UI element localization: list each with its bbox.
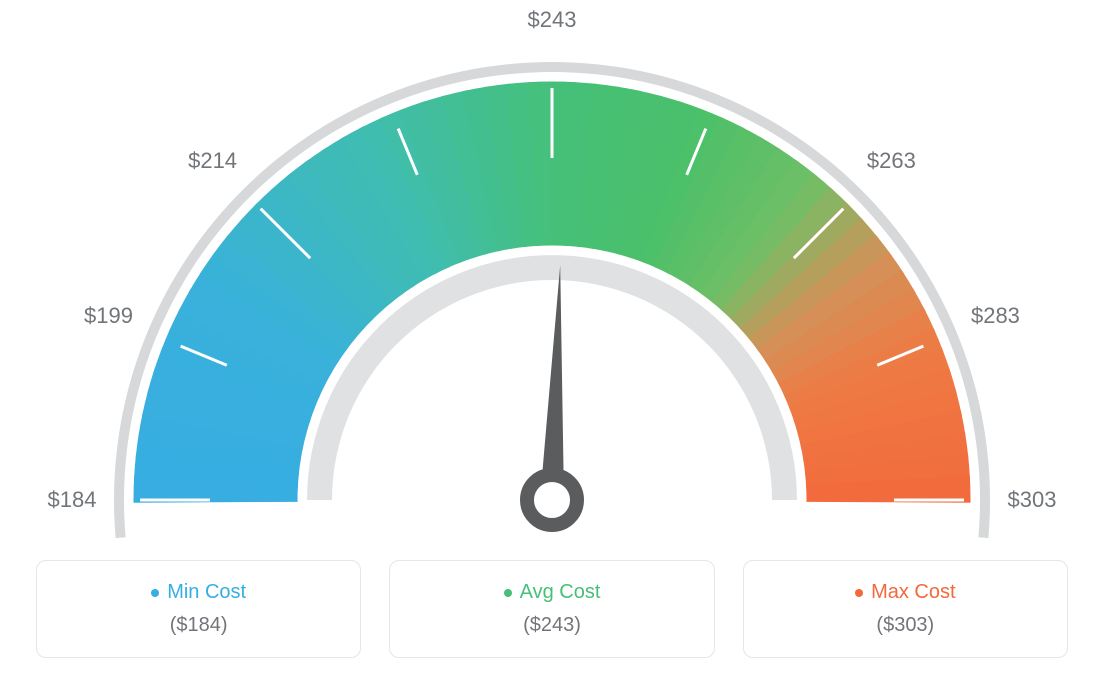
legend-dot-min [151, 589, 159, 597]
legend-card-max: Max Cost ($303) [743, 560, 1068, 658]
gauge-chart: $184 $199 $214 $243 $263 $283 $303 [0, 0, 1104, 560]
legend-label-max: Max Cost [871, 581, 955, 604]
legend-card-avg: Avg Cost ($243) [389, 560, 714, 658]
gauge-tick-label: $283 [971, 303, 1020, 329]
legend-title-max: Max Cost [855, 581, 955, 604]
gauge-tick-label: $303 [1008, 487, 1057, 513]
legend-row: Min Cost ($184) Avg Cost ($243) Max Cost… [0, 560, 1104, 670]
gauge-svg [0, 0, 1104, 560]
legend-value-avg: ($243) [523, 614, 581, 637]
legend-value-max: ($303) [876, 614, 934, 637]
gauge-tick-label: $263 [867, 148, 916, 174]
legend-title-avg: Avg Cost [504, 581, 601, 604]
legend-dot-avg [504, 589, 512, 597]
gauge-tick-label: $184 [48, 487, 97, 513]
gauge-tick-label: $214 [188, 148, 237, 174]
legend-dot-max [855, 589, 863, 597]
legend-label-avg: Avg Cost [520, 581, 601, 604]
legend-value-min: ($184) [170, 614, 228, 637]
legend-label-min: Min Cost [167, 581, 246, 604]
gauge-tick-label: $243 [528, 7, 577, 33]
gauge-tick-label: $199 [84, 303, 133, 329]
legend-card-min: Min Cost ($184) [36, 560, 361, 658]
legend-title-min: Min Cost [151, 581, 246, 604]
